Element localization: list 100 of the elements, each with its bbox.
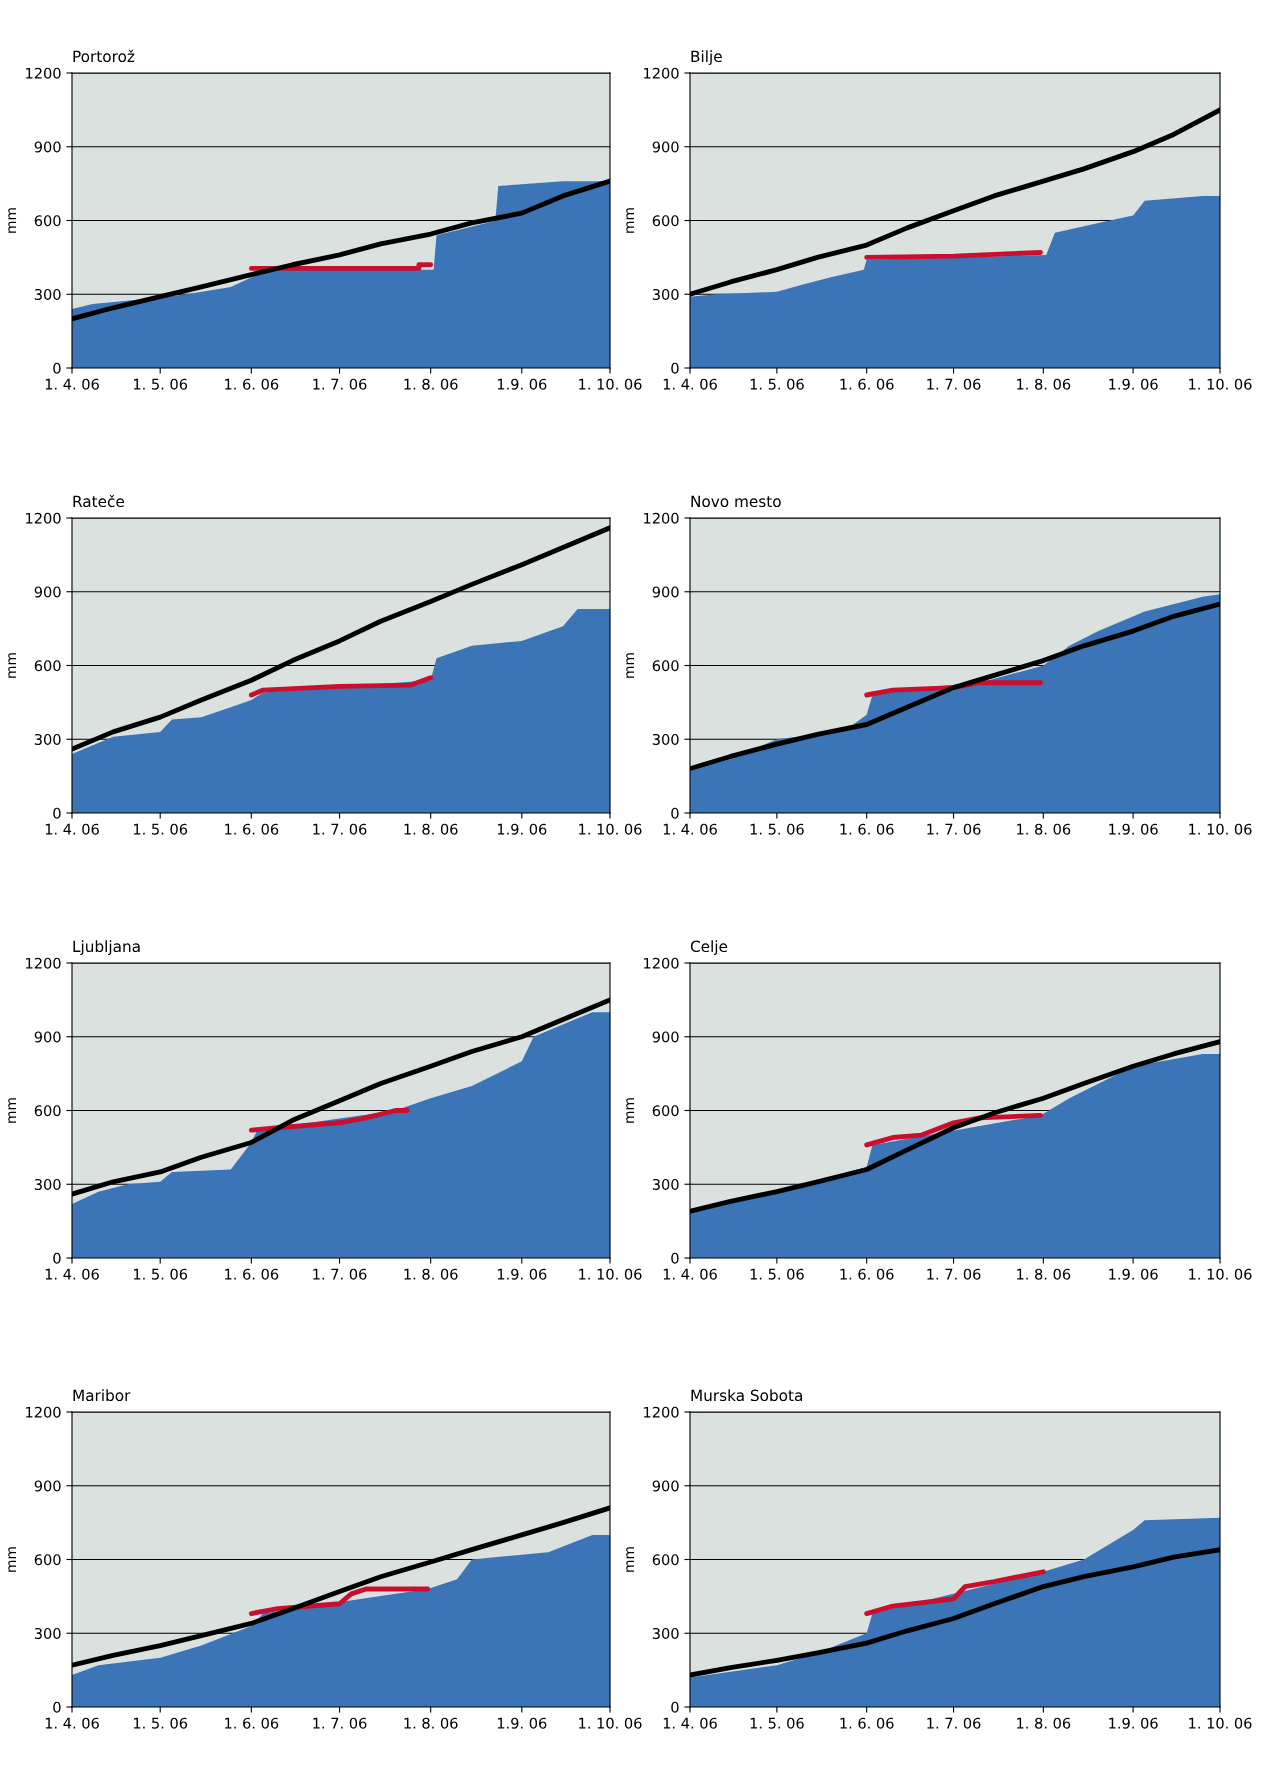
x-tick-label: 1. 5. 06 bbox=[750, 1717, 804, 1729]
y-tick-label: 300 bbox=[34, 1627, 61, 1639]
chart-title: Novo mesto bbox=[691, 495, 781, 508]
x-tick-label: 1. 4. 06 bbox=[45, 1717, 99, 1729]
x-tick-label: 1. 6. 06 bbox=[225, 823, 279, 835]
x-tick-label: 1. 7. 06 bbox=[927, 378, 981, 390]
x-tick-label: 1.9. 06 bbox=[497, 823, 547, 835]
y-tick-label: 1200 bbox=[644, 67, 679, 79]
x-tick-label: 1. 10. 06 bbox=[1189, 1268, 1252, 1280]
y-tick-label: 0 bbox=[671, 1701, 679, 1713]
x-tick-label: 1. 10. 06 bbox=[1189, 378, 1252, 390]
x-tick-label: 1. 6. 06 bbox=[840, 1717, 894, 1729]
x-tick-label: 1. 8. 06 bbox=[1017, 1717, 1071, 1729]
y-tick-label: 900 bbox=[652, 141, 679, 153]
y-tick-label: 900 bbox=[652, 1480, 679, 1492]
y-tick-label: 900 bbox=[652, 1031, 679, 1043]
y-tick-label: 600 bbox=[652, 1554, 679, 1566]
y-tick-label: 1200 bbox=[644, 512, 679, 524]
x-tick-label: 1. 5. 06 bbox=[133, 378, 188, 390]
y-axis-title: mm bbox=[626, 653, 635, 678]
y-tick-label: 300 bbox=[34, 733, 61, 745]
y-tick-label: 0 bbox=[53, 1701, 61, 1713]
x-tick-label: 1.9. 06 bbox=[497, 378, 547, 390]
y-tick-label: 600 bbox=[652, 1105, 679, 1117]
y-axis-title: mm bbox=[8, 1547, 17, 1572]
y-tick-label: 300 bbox=[652, 288, 679, 300]
y-tick-label: 300 bbox=[34, 288, 61, 300]
y-tick-label: 300 bbox=[652, 1627, 679, 1639]
y-tick-label: 900 bbox=[34, 1480, 61, 1492]
x-tick-label: 1. 4. 06 bbox=[663, 1268, 717, 1280]
y-tick-label: 600 bbox=[34, 1554, 61, 1566]
y-axis-title: mm bbox=[626, 1547, 635, 1572]
x-tick-label: 1. 8. 06 bbox=[404, 1717, 458, 1729]
x-tick-label: 1.9. 06 bbox=[1109, 1268, 1158, 1280]
x-tick-label: 1. 8. 06 bbox=[1017, 823, 1071, 835]
x-tick-label: 1. 10. 06 bbox=[579, 1717, 642, 1729]
y-tick-label: 900 bbox=[34, 586, 61, 598]
line-series bbox=[248, 1586, 431, 1617]
chart-title: Ljubljana bbox=[73, 940, 140, 956]
x-tick-label: 1. 4. 06 bbox=[45, 1268, 99, 1280]
x-tick-label: 1. 7. 06 bbox=[313, 823, 367, 835]
x-tick-label: 1. 7. 06 bbox=[313, 1717, 367, 1729]
x-tick-label: 1. 4. 06 bbox=[663, 378, 717, 390]
x-tick-label: 1. 5. 06 bbox=[133, 1268, 188, 1280]
y-tick-label: 1200 bbox=[26, 957, 61, 969]
y-axis-title: mm bbox=[8, 1098, 17, 1123]
chart-title: Celje bbox=[690, 940, 728, 956]
x-tick-label: 1. 5. 06 bbox=[133, 1717, 188, 1729]
x-tick-label: 1. 6. 06 bbox=[225, 378, 279, 390]
x-tick-label: 1. 8. 06 bbox=[404, 1268, 458, 1280]
x-tick-label: 1. 4. 06 bbox=[45, 823, 99, 835]
y-tick-label: 600 bbox=[652, 660, 679, 672]
y-tick-label: 1200 bbox=[644, 957, 679, 969]
x-tick-label: 1.9. 06 bbox=[497, 1717, 547, 1729]
y-tick-label: 0 bbox=[671, 1252, 679, 1264]
x-tick-label: 1. 6. 06 bbox=[225, 1268, 279, 1280]
x-tick-label: 1. 10. 06 bbox=[579, 1268, 642, 1280]
line-series bbox=[864, 1569, 1046, 1617]
chart-title: Portorož bbox=[73, 49, 135, 63]
line-series bbox=[248, 675, 434, 698]
y-tick-label: 900 bbox=[34, 1031, 61, 1043]
y-tick-label: 0 bbox=[53, 1252, 61, 1264]
x-tick-label: 1. 5. 06 bbox=[133, 823, 188, 835]
y-tick-label: 900 bbox=[652, 586, 679, 598]
x-tick-label: 1. 6. 06 bbox=[225, 1717, 279, 1729]
x-tick-label: 1.9. 06 bbox=[1109, 378, 1158, 390]
x-tick-label: 1. 4. 06 bbox=[663, 1717, 717, 1729]
chart-title: Rateče bbox=[73, 494, 125, 508]
y-tick-label: 600 bbox=[34, 660, 61, 672]
x-tick-label: 1. 10. 06 bbox=[1189, 823, 1252, 835]
x-tick-label: 1. 7. 06 bbox=[927, 1717, 981, 1729]
x-tick-label: 1. 10. 06 bbox=[579, 378, 642, 390]
x-tick-label: 1. 6. 06 bbox=[840, 823, 894, 835]
x-tick-label: 1. 8. 06 bbox=[1017, 378, 1071, 390]
x-tick-label: 1. 7. 06 bbox=[313, 1268, 367, 1280]
y-tick-label: 600 bbox=[652, 215, 679, 227]
x-tick-label: 1. 6. 06 bbox=[840, 378, 894, 390]
y-tick-label: 0 bbox=[53, 362, 61, 374]
y-tick-label: 1200 bbox=[26, 512, 61, 524]
x-tick-label: 1. 5. 06 bbox=[750, 378, 804, 390]
x-tick-label: 1. 5. 06 bbox=[750, 1268, 804, 1280]
x-tick-label: 1. 8. 06 bbox=[1017, 1268, 1071, 1280]
y-axis-title: mm bbox=[626, 1098, 635, 1123]
x-tick-label: 1. 7. 06 bbox=[927, 1268, 981, 1280]
y-tick-label: 600 bbox=[34, 1105, 61, 1117]
x-tick-label: 1. 7. 06 bbox=[927, 823, 981, 835]
line-series bbox=[248, 1108, 410, 1133]
y-axis-title: mm bbox=[8, 653, 17, 678]
y-tick-label: 1200 bbox=[644, 1406, 679, 1418]
y-axis-title: mm bbox=[626, 208, 635, 233]
chart-title: Maribor bbox=[73, 1389, 131, 1402]
y-tick-label: 0 bbox=[53, 807, 61, 819]
x-tick-label: 1. 8. 06 bbox=[404, 378, 458, 390]
x-tick-label: 1. 5. 06 bbox=[750, 823, 804, 835]
x-tick-label: 1.9. 06 bbox=[1109, 823, 1158, 835]
y-tick-label: 900 bbox=[34, 141, 61, 153]
y-tick-label: 300 bbox=[652, 733, 679, 745]
y-tick-label: 0 bbox=[671, 807, 679, 819]
y-tick-label: 600 bbox=[34, 215, 61, 227]
y-tick-label: 1200 bbox=[26, 67, 61, 79]
